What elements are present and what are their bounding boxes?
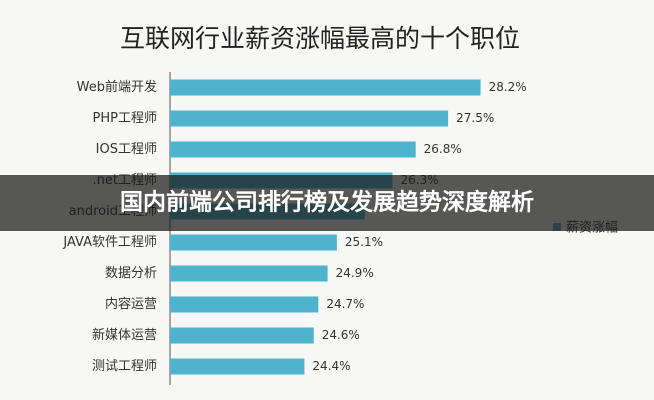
bar	[170, 296, 319, 313]
y-tick-label: Web前端开发	[77, 79, 157, 95]
value-label: 28.2%	[489, 80, 527, 94]
y-tick-label: PHP工程师	[93, 111, 157, 126]
y-tick-label: 新媒体运营	[92, 327, 157, 343]
bar	[170, 327, 314, 344]
value-label: 24.4%	[312, 359, 350, 373]
value-label: 24.7%	[326, 297, 364, 311]
value-label: 24.6%	[322, 328, 360, 342]
value-label: 27.5%	[456, 111, 494, 125]
y-tick-label: 测试工程师	[92, 359, 157, 374]
y-tick-label: JAVA软件工程师	[62, 235, 157, 250]
y-tick-label: IOS工程师	[96, 142, 157, 157]
value-label: 24.9%	[336, 266, 374, 280]
banner-title: 国内前端公司排行榜及发展趋势深度解析	[120, 189, 534, 216]
y-tick-label: 数据分析	[105, 266, 157, 281]
value-label: 26.8%	[424, 142, 462, 156]
bar	[170, 265, 328, 282]
value-label: 25.1%	[345, 235, 383, 249]
chart-title: 互联网行业薪资涨幅最高的十个职位	[120, 24, 520, 53]
bar	[170, 358, 305, 375]
bar	[170, 79, 481, 96]
bar	[170, 110, 449, 127]
banner-band	[0, 175, 654, 231]
bar	[170, 141, 416, 158]
y-tick-label: 内容运营	[105, 296, 157, 312]
bar	[170, 234, 337, 251]
